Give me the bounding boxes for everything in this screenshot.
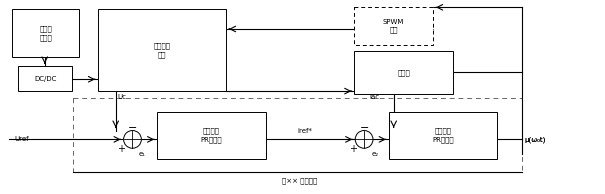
Bar <box>12 9 79 57</box>
Text: 滤波器: 滤波器 <box>397 69 410 76</box>
Text: μ(ω₀t): μ(ω₀t) <box>525 136 546 143</box>
Text: +: + <box>349 144 358 154</box>
Text: −: − <box>128 123 137 133</box>
Text: e₁: e₁ <box>139 151 146 157</box>
Bar <box>389 112 497 159</box>
Bar <box>98 9 226 91</box>
Text: Uref: Uref <box>14 136 29 142</box>
Text: 电压型逆
变器: 电压型逆 变器 <box>154 42 171 58</box>
Text: +: + <box>117 144 125 154</box>
Text: 电压外环
PR控制器: 电压外环 PR控制器 <box>200 128 222 143</box>
Circle shape <box>355 131 373 148</box>
Text: SPWM
调制: SPWM 调制 <box>383 19 404 33</box>
Text: μ(ω₀t): μ(ω₀t) <box>525 136 546 143</box>
Bar <box>355 51 453 94</box>
Circle shape <box>123 131 142 148</box>
Text: DC/DC: DC/DC <box>34 76 56 82</box>
Bar <box>18 66 73 91</box>
Bar <box>73 98 522 172</box>
Text: iref*: iref* <box>298 128 312 134</box>
Text: 电流内环
PR控制器: 电流内环 PR控制器 <box>432 128 454 143</box>
Text: Uc: Uc <box>118 94 126 100</box>
Bar <box>355 7 433 45</box>
Text: 电池储
能系统: 电池储 能系统 <box>39 25 52 41</box>
Bar <box>157 112 266 159</box>
Text: iac: iac <box>369 94 379 100</box>
Text: e₂: e₂ <box>371 151 379 157</box>
Text: −: − <box>359 123 369 133</box>
Text: 图×× 控制框图: 图×× 控制框图 <box>283 177 318 184</box>
